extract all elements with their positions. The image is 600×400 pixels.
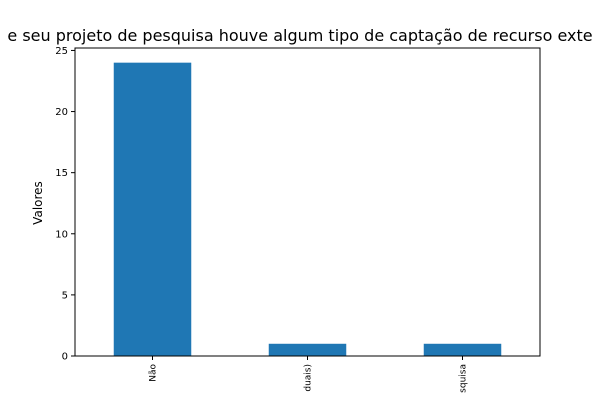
axes-frame [74,47,541,357]
y-tick-label: 15 [55,168,68,179]
x-tick-label: squisa [459,364,469,393]
x-tick-label: duais) [304,364,314,392]
x-tick-label: Não [149,364,159,382]
y-tick-label: 20 [55,107,68,118]
y-axis-label: Valores [31,181,45,225]
plot-area: 0 5 10 15 20 25 Não duais) squisa [55,46,541,393]
y-tick-label: 25 [55,46,68,57]
bar [113,62,192,357]
y-tick-label: 5 [62,290,68,301]
y-tick-label: 10 [55,229,68,240]
bar [423,343,502,356]
chart-title: e seu projeto de pesquisa houve algum ti… [7,26,592,45]
bar [268,343,347,356]
y-tick-label: 0 [62,352,68,363]
